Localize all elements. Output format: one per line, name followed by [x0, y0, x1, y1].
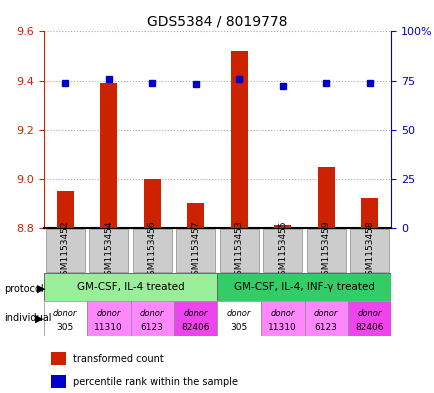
Text: GSM1153455: GSM1153455: [278, 220, 286, 281]
Text: 11310: 11310: [268, 323, 296, 332]
FancyBboxPatch shape: [217, 301, 260, 336]
Text: GSM1153459: GSM1153459: [321, 220, 330, 281]
Text: donor: donor: [357, 309, 381, 318]
Text: donor: donor: [96, 309, 121, 318]
Title: GDS5384 / 8019778: GDS5384 / 8019778: [147, 15, 287, 29]
Text: 6123: 6123: [141, 323, 163, 332]
Text: GSM1153457: GSM1153457: [191, 220, 200, 281]
Text: 6123: 6123: [314, 323, 337, 332]
FancyBboxPatch shape: [130, 301, 174, 336]
Text: 11310: 11310: [94, 323, 123, 332]
Text: 82406: 82406: [181, 323, 210, 332]
FancyBboxPatch shape: [347, 301, 391, 336]
Bar: [317, 167, 334, 228]
FancyBboxPatch shape: [304, 301, 347, 336]
Text: GSM1153454: GSM1153454: [104, 220, 113, 281]
Text: 82406: 82406: [355, 323, 383, 332]
FancyBboxPatch shape: [43, 301, 87, 336]
FancyBboxPatch shape: [217, 273, 391, 301]
FancyBboxPatch shape: [89, 229, 128, 272]
FancyBboxPatch shape: [176, 229, 215, 272]
Bar: [100, 83, 117, 228]
FancyBboxPatch shape: [260, 301, 304, 336]
Text: ▶: ▶: [35, 313, 43, 323]
Bar: [143, 179, 161, 228]
Text: GM-CSF, IL-4, INF-γ treated: GM-CSF, IL-4, INF-γ treated: [233, 282, 374, 292]
FancyBboxPatch shape: [263, 229, 302, 272]
Text: donor: donor: [53, 309, 77, 318]
Text: ▶: ▶: [37, 284, 46, 294]
Text: GSM1153456: GSM1153456: [148, 220, 156, 281]
Bar: [187, 204, 204, 228]
FancyBboxPatch shape: [43, 273, 217, 301]
FancyBboxPatch shape: [46, 229, 85, 272]
Text: donor: donor: [140, 309, 164, 318]
Text: protocol: protocol: [4, 284, 44, 294]
FancyBboxPatch shape: [174, 301, 217, 336]
FancyBboxPatch shape: [132, 229, 171, 272]
Bar: [273, 226, 291, 228]
Text: donor: donor: [183, 309, 207, 318]
Text: transformed count: transformed count: [73, 354, 164, 364]
FancyBboxPatch shape: [219, 229, 258, 272]
Text: donor: donor: [227, 309, 251, 318]
Bar: [56, 191, 74, 228]
FancyBboxPatch shape: [87, 301, 130, 336]
Text: GM-CSF, IL-4 treated: GM-CSF, IL-4 treated: [76, 282, 184, 292]
Text: donor: donor: [270, 309, 294, 318]
FancyBboxPatch shape: [306, 229, 345, 272]
Text: donor: donor: [313, 309, 338, 318]
Text: 305: 305: [56, 323, 74, 332]
Text: GSM1153453: GSM1153453: [234, 220, 243, 281]
Bar: [360, 198, 378, 228]
Text: percentile rank within the sample: percentile rank within the sample: [73, 377, 237, 387]
Bar: [51, 352, 66, 365]
FancyBboxPatch shape: [349, 229, 388, 272]
Text: individual: individual: [4, 313, 52, 323]
Bar: [230, 51, 247, 228]
Bar: [51, 375, 66, 388]
Text: GSM1153452: GSM1153452: [61, 220, 69, 281]
Text: GSM1153458: GSM1153458: [365, 220, 373, 281]
Text: 305: 305: [230, 323, 247, 332]
